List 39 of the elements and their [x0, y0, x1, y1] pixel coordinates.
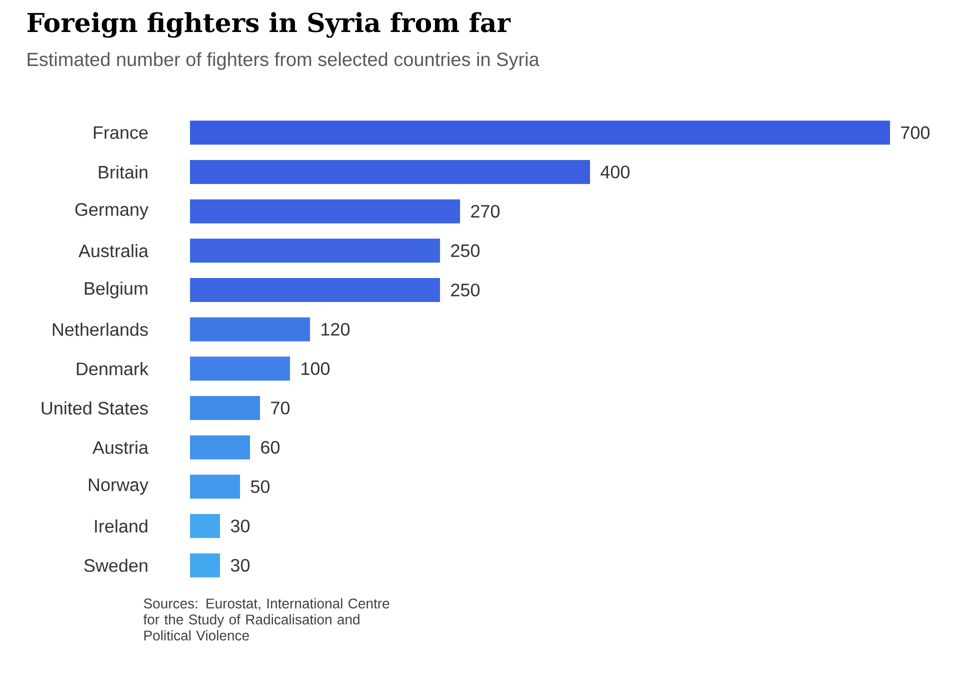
y-tick-label: Germany — [75, 203, 148, 220]
data-label: 250 — [451, 244, 480, 258]
bar — [190, 199, 460, 224]
data-label: 60 — [261, 440, 280, 454]
bar — [190, 356, 290, 381]
y-tick-label: Australia — [78, 244, 148, 258]
bar — [190, 435, 250, 460]
y-tick-label: France — [94, 126, 148, 139]
data-label: 50 — [250, 480, 270, 494]
y-tick-label: Ireland — [95, 519, 148, 533]
data-label: 100 — [302, 362, 330, 376]
y-tick-label: Netherlands — [52, 322, 148, 336]
data-label: 120 — [322, 322, 350, 336]
y-tick-label: Britain — [98, 165, 148, 179]
chart-title: Foreign fighters in Syria from far — [27, 12, 511, 38]
data-label: 30 — [230, 558, 250, 572]
data-label: 30 — [230, 520, 250, 532]
y-tick-label: Sweden — [84, 558, 148, 572]
source-note: Sources: Eurostat, International Centre for the Study of Radicalisation and Political Violence — [143, 598, 390, 640]
bar — [190, 160, 590, 184]
chart-subtitle: Estimated number of fighters from selected countries in Syria — [28, 52, 540, 70]
bar — [190, 514, 220, 538]
bar — [190, 396, 260, 420]
y-tick-label: Denmark — [76, 362, 148, 376]
bar — [190, 238, 440, 263]
data-label: 700 — [901, 126, 930, 140]
y-tick-label: Norway — [88, 478, 148, 495]
bar — [190, 120, 890, 145]
data-label: 400 — [600, 166, 630, 178]
data-label: 70 — [271, 402, 290, 414]
bar — [190, 278, 440, 302]
data-label: 250 — [451, 284, 480, 296]
y-tick-label: United States — [42, 401, 148, 415]
data-label: 270 — [471, 204, 500, 218]
y-tick-label: Belgium — [84, 282, 148, 298]
y-tick-label: Austria — [92, 440, 148, 454]
bar — [190, 317, 310, 342]
bar — [190, 553, 220, 578]
bar — [190, 474, 240, 499]
